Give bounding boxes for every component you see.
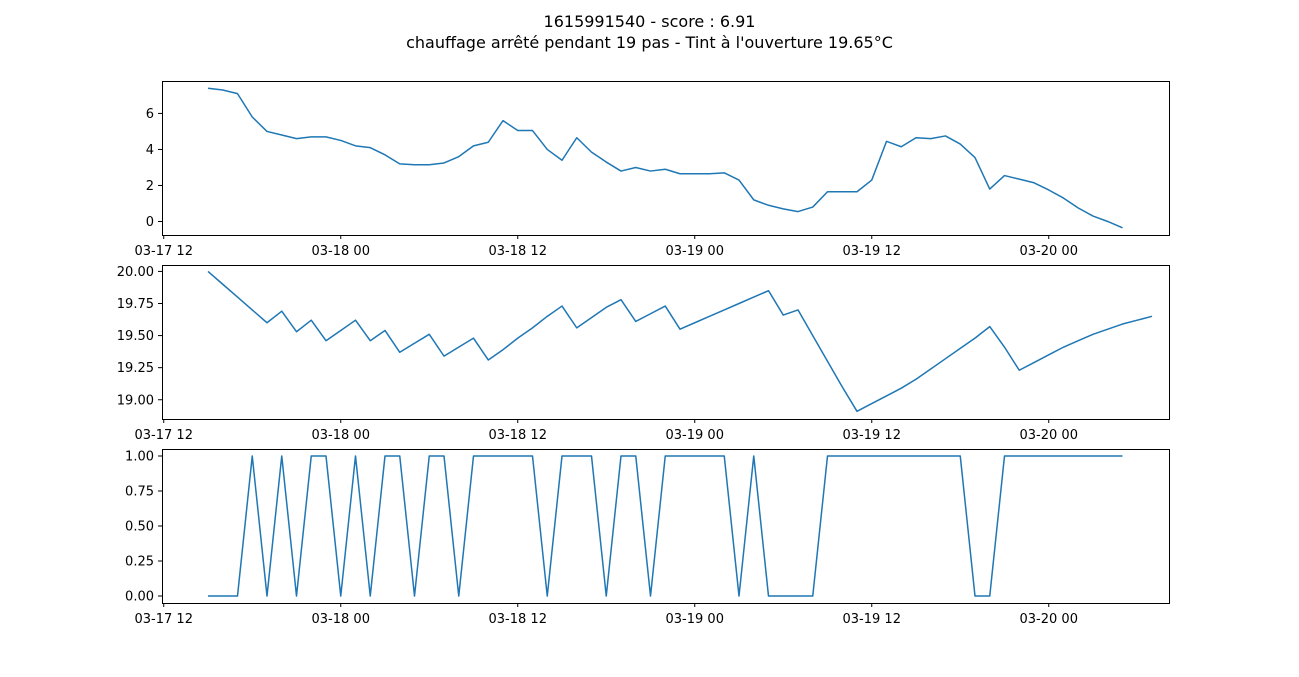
y-tick-label: 19.50	[117, 329, 154, 344]
x-tick-label: 03-17 12	[135, 612, 193, 627]
y-tick-label: 2	[146, 179, 154, 194]
series-line-1	[207, 270, 1153, 413]
x-tick-label: 03-18 00	[312, 244, 370, 259]
x-tick-label: 03-18 00	[312, 612, 370, 627]
y-tick-label: 19.75	[117, 297, 154, 312]
subplot-2: 19.00 19.25 19.50 19.75 20.00 03-17 12 03-18 0…	[117, 265, 1170, 443]
series-line-1	[207, 87, 1123, 229]
x-tick-label: 03-20 00	[1020, 612, 1078, 627]
x-tick-label: 03-17 12	[135, 428, 193, 443]
x-tick-label: 03-18 12	[489, 428, 547, 443]
y-tick-label: 19.00	[117, 393, 154, 408]
chart-subtitle: chauffage arrêté pendant 19 pas - Tint à…	[406, 33, 893, 52]
y-tick-label: 0.00	[125, 590, 154, 605]
axes-frame	[162, 265, 1170, 420]
x-tick-label: 03-19 00	[666, 244, 724, 259]
y-tick-label: 6	[146, 107, 154, 122]
x-tick-label: 03-19 12	[843, 428, 901, 443]
y-tick-label: 0.50	[125, 520, 154, 535]
axes-frame	[162, 81, 1170, 236]
subplot-3: 0.00 0.25 0.50 0.75 1.00 03-17 12 03-18 00 03-1…	[125, 449, 1170, 627]
x-tick-label: 03-20 00	[1020, 244, 1078, 259]
y-tick-label: 0	[146, 215, 154, 230]
y-tick-label: 0.25	[125, 555, 154, 570]
x-tick-label: 03-20 00	[1020, 428, 1078, 443]
series-line-1	[208, 455, 1123, 597]
y-tick-label: 19.25	[117, 361, 154, 376]
axes-frame	[162, 449, 1170, 604]
y-tick-label: 1.00	[125, 450, 154, 465]
x-tick-label: 03-18 12	[489, 612, 547, 627]
x-tick-label: 03-19 00	[666, 428, 724, 443]
y-tick-label: 4	[146, 143, 154, 158]
x-tick-label: 03-19 12	[843, 612, 901, 627]
x-tick-label: 03-19 00	[666, 612, 724, 627]
chart-title: 1615991540 - score : 6.91	[543, 12, 756, 31]
x-tick-label: 03-18 00	[312, 428, 370, 443]
y-tick-label: 20.00	[117, 265, 154, 280]
x-tick-label: 03-17 12	[135, 244, 193, 259]
subplot-1: 0 2 4 6 03-17 12 03-18 00 03-18 12 03-19 00 03-1…	[135, 81, 1170, 259]
y-tick-label: 0.75	[125, 485, 154, 500]
x-tick-label: 03-19 12	[843, 244, 901, 259]
x-tick-label: 03-18 12	[489, 244, 547, 259]
